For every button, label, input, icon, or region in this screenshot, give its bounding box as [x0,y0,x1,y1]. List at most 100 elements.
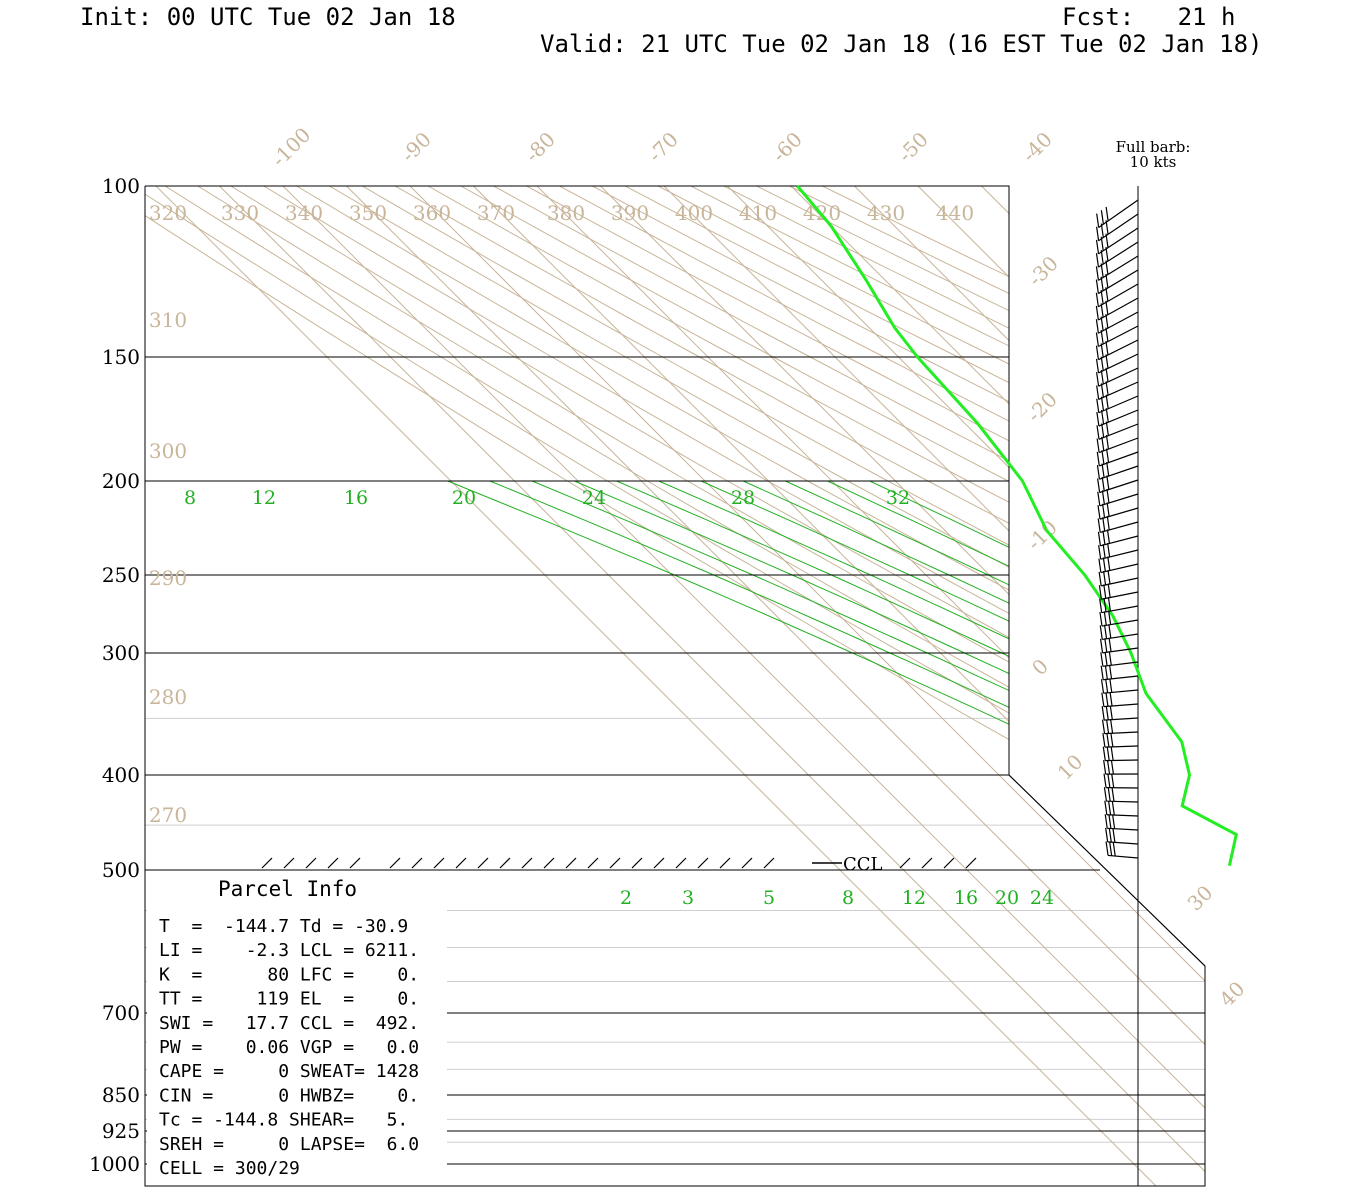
barb-shaft-270 [1098,269,1139,295]
barb-flag-480-1 [1101,476,1105,492]
barb-flag-718-0 [1101,706,1105,721]
barb-flag-438-0 [1096,438,1100,453]
barb-flag-578-0 [1098,571,1102,586]
theta-label-370: 370 [477,201,515,225]
barb-shaft-368 [1098,367,1139,387]
dry-adiabat-270 [197,186,1205,1186]
barb-flag-774-0 [1103,760,1107,775]
isotherm--20 [917,186,1205,1186]
barb-shaft-802 [1106,800,1139,803]
diagram-axes [144,185,1206,1187]
dry-adiabat-350 [460,186,1205,1186]
barb-flag-298-1 [1100,303,1104,318]
parcel-info-row-4: SWI = 17.7 CCL = 492. [159,1013,419,1034]
barb-flag-438-2 [1105,435,1110,450]
barb-flag-382-2 [1105,381,1109,396]
mixing-ratio-label-12: 12 [902,887,926,909]
barb-flag-578-2 [1107,569,1111,585]
hatch-mark-9 [477,857,489,869]
barb-flag-690-0 [1100,679,1105,694]
moist-adiabat-4 [616,480,1205,1186]
wind-barbs [1095,199,1139,859]
barb-flag-452-2 [1105,448,1110,463]
moist-adiabat-label-28: 28 [731,487,755,509]
barb-flag-284-1 [1100,289,1104,305]
dry-adiabat-280 [230,186,1205,1186]
barb-shaft-676 [1103,675,1139,681]
barb-shaft-242 [1098,241,1139,268]
barb-shaft-662 [1102,661,1139,667]
barb-flag-256-0 [1095,266,1100,281]
barb-flag-508-0 [1097,505,1101,520]
barb-flag-746-1 [1106,732,1110,748]
moist-adiabat-label-8: 8 [184,487,196,509]
barb-flag-718-1 [1105,705,1109,720]
temperature-profile [796,185,1239,867]
barb-flag-410-0 [1096,411,1100,427]
parcel-info-title: Parcel Info [218,877,357,901]
moist-adiabat-5 [658,480,1205,1186]
barb-flag-704-1 [1105,692,1109,707]
isotherm-0 [1044,186,1205,1186]
barb-flag-844-1 [1108,828,1112,843]
isotherm-label--50: -50 [893,127,933,167]
parcel-info-row-3: TT = 119 EL = 0. [159,989,419,1010]
barb-flag-634-1 [1103,624,1108,639]
barb-flag-256-1 [1100,263,1104,278]
barb-flag-788-2 [1111,773,1115,788]
hatch-mark-3 [327,857,339,869]
barb-shaft-438 [1098,437,1139,454]
parcel-info-table: T = -144.7 Td = -30.9 LI = -2.3 LCL = 621… [159,916,419,1179]
barb-flag-746-0 [1102,733,1106,748]
pressure-label-925: 925 [102,1119,140,1143]
barb-shaft-494 [1099,493,1139,507]
barb-flag-312-0 [1095,319,1099,334]
isotherm-label--100: -100 [267,123,316,172]
hatch-mark-10 [499,857,511,869]
parcel-info-row-10: CELL = 300/29 [159,1158,300,1179]
barb-flag-214-0 [1095,226,1100,241]
barb-flag-312-2 [1105,314,1109,329]
parcel-info-row-0: T = -144.7 Td = -30.9 [159,916,408,937]
isotherm-label--20: -20 [1022,387,1062,427]
barb-flag-634-2 [1108,624,1112,639]
hatch-mark-25 [943,857,955,869]
barb-shaft-298 [1098,297,1139,321]
isotherm-label--90: -90 [396,127,436,167]
barb-flag-536-2 [1106,529,1111,544]
barb-shaft-746 [1104,745,1139,748]
barb-flag-844-2 [1112,828,1116,843]
barb-flag-732-2 [1109,719,1114,734]
theta-label-410: 410 [739,201,777,225]
barb-flag-774-1 [1106,760,1111,775]
barb-flag-592-2 [1107,583,1111,598]
barb-flag-620-2 [1108,610,1112,625]
barb-flag-228-2 [1105,233,1109,248]
ccl-label: CCL [843,854,883,875]
barb-flag-732-0 [1101,719,1106,734]
moist-adiabat-label-20: 20 [452,487,476,509]
barb-shaft-410 [1098,409,1139,427]
barb-flag-326-2 [1105,327,1109,342]
profile-line-0 [796,185,1239,867]
dry-adiabat-320 [362,186,1205,1186]
forecast-hour: Fcst: 21 h [1062,3,1236,31]
barb-flag-312-1 [1100,316,1104,331]
barb-shaft-844 [1107,841,1139,845]
isotherm-label--60: -60 [767,127,807,167]
barb-flag-718-2 [1109,705,1113,720]
barb-flag-662-0 [1100,652,1104,667]
barb-shaft-704 [1103,703,1139,708]
barb-flag-270-2 [1105,273,1109,288]
moist-adiabat-label-32: 32 [886,487,910,509]
barb-flag-858-1 [1109,841,1113,856]
pressure-label-1000: 1000 [89,1152,140,1176]
theta-label-320: 320 [149,201,187,225]
barb-flag-298-2 [1105,300,1109,315]
barb-flag-606-1 [1103,597,1107,612]
dry-adiabat-360 [493,186,1205,1186]
barb-flag-424-1 [1101,423,1105,438]
theta-label-380: 380 [547,201,585,225]
hatch-mark-16 [631,857,643,869]
barb-flag-830-2 [1112,814,1116,829]
